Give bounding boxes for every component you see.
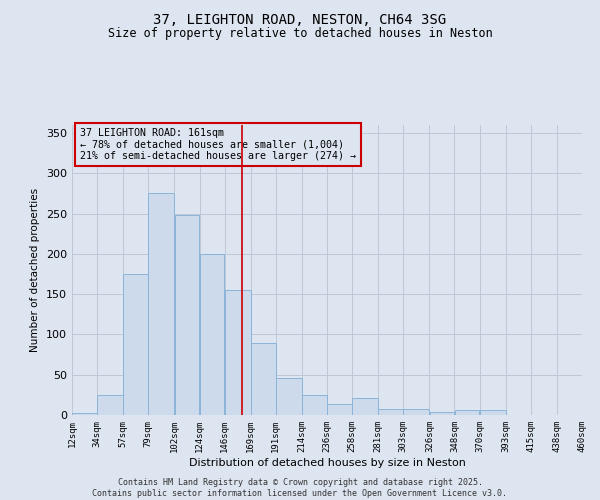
Bar — [480, 410, 506, 415]
Bar — [379, 410, 403, 415]
Bar — [302, 395, 327, 415]
Bar — [97, 395, 123, 415]
Bar — [148, 194, 174, 415]
Text: Contains HM Land Registry data © Crown copyright and database right 2025.
Contai: Contains HM Land Registry data © Crown c… — [92, 478, 508, 498]
Text: Size of property relative to detached houses in Neston: Size of property relative to detached ho… — [107, 28, 493, 40]
Text: 37, LEIGHTON ROAD, NESTON, CH64 3SG: 37, LEIGHTON ROAD, NESTON, CH64 3SG — [154, 12, 446, 26]
Bar — [327, 404, 352, 415]
Bar — [175, 215, 199, 415]
X-axis label: Distribution of detached houses by size in Neston: Distribution of detached houses by size … — [188, 458, 466, 468]
Y-axis label: Number of detached properties: Number of detached properties — [31, 188, 40, 352]
Bar — [276, 378, 302, 415]
Bar — [403, 408, 429, 415]
Bar — [124, 274, 148, 415]
Bar — [352, 398, 378, 415]
Bar — [225, 290, 251, 415]
Bar — [200, 254, 224, 415]
Bar — [430, 412, 454, 415]
Text: 37 LEIGHTON ROAD: 161sqm
← 78% of detached houses are smaller (1,004)
21% of sem: 37 LEIGHTON ROAD: 161sqm ← 78% of detach… — [80, 128, 356, 161]
Bar — [251, 342, 275, 415]
Bar — [72, 414, 97, 415]
Bar — [455, 410, 479, 415]
